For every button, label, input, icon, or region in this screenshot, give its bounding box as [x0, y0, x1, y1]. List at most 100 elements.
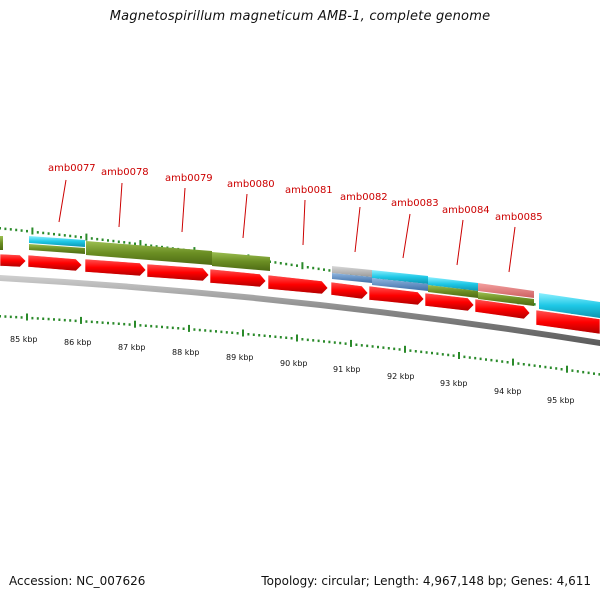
cog-bar-cyan-4 [539, 293, 600, 318]
minor-tick [517, 362, 520, 365]
minor-tick [576, 370, 579, 373]
major-tick [242, 329, 244, 337]
cog-bar-grey-1 [332, 266, 372, 277]
minor-tick [144, 324, 147, 327]
minor-tick [63, 318, 66, 322]
cog-bar-cyan-1 [29, 236, 85, 247]
minor-tick [414, 350, 417, 353]
gene-label-amb0084[interactable]: amb0084 [442, 205, 490, 216]
minor-tick [328, 340, 331, 344]
minor-tick [123, 322, 126, 326]
ruler-label: 92 kbp [387, 372, 415, 381]
cds-arrow [424, 292, 475, 312]
minor-tick [63, 234, 66, 237]
cds-arrow [0, 253, 27, 268]
minor-tick [269, 335, 271, 338]
gene-label-amb0080[interactable]: amb0080 [227, 179, 275, 190]
cog-bar-olive-0 [0, 236, 3, 250]
minor-tick [204, 329, 207, 332]
minor-tick [549, 366, 552, 369]
minor-tick [452, 354, 455, 357]
gene-label-amb0082[interactable]: amb0082 [340, 192, 388, 203]
minor-tick [506, 361, 509, 364]
major-tick [404, 345, 406, 353]
minor-tick [355, 343, 358, 346]
minor-tick [323, 268, 325, 271]
minor-tick [15, 315, 18, 319]
gene-leader-line [456, 219, 464, 266]
ruler-label: 88 kbp [172, 348, 200, 357]
minor-tick [247, 333, 250, 336]
minor-tick [128, 241, 131, 245]
minor-tick [533, 364, 536, 367]
gene-label-amb0081[interactable]: amb0081 [285, 185, 333, 196]
minor-tick [123, 241, 126, 244]
minor-tick [393, 347, 396, 351]
ruler-label: 89 kbp [226, 353, 254, 362]
minor-tick [9, 228, 12, 231]
minor-tick [150, 324, 153, 328]
minor-tick [274, 335, 277, 338]
minor-tick [4, 227, 7, 231]
minor-tick [150, 244, 153, 247]
cog-bar-blue-2 [372, 278, 428, 291]
ruler-label: 85 kbp [10, 335, 38, 344]
gene-label-amb0085[interactable]: amb0085 [495, 212, 543, 223]
gene-label-amb0077[interactable]: amb0077 [48, 163, 96, 174]
gene-label-amb0079[interactable]: amb0079 [165, 173, 213, 184]
minor-tick [539, 365, 541, 368]
minor-tick [80, 236, 82, 239]
minor-tick [53, 232, 55, 236]
minor-tick [36, 231, 39, 234]
minor-tick [9, 315, 12, 319]
ruler-label: 93 kbp [440, 379, 468, 388]
minor-tick [587, 371, 590, 375]
minor-tick [215, 330, 217, 333]
minor-tick [409, 349, 412, 352]
minor-tick [96, 321, 99, 324]
minor-tick [344, 342, 347, 345]
minor-tick [279, 336, 282, 339]
gene-label-amb0083[interactable]: amb0083 [391, 198, 439, 209]
gene-leader-line [508, 226, 516, 273]
cds-arrow [535, 309, 600, 335]
cds-arrow [27, 254, 83, 272]
minor-tick [312, 266, 315, 270]
minor-tick [128, 323, 131, 326]
minor-tick [468, 356, 471, 359]
major-tick [512, 358, 514, 366]
gene-leader-line [58, 179, 67, 223]
minor-tick [431, 351, 433, 355]
minor-tick [236, 332, 239, 335]
minor-tick [69, 234, 72, 238]
minor-tick [101, 238, 104, 241]
minor-tick [58, 318, 61, 321]
minor-tick [85, 320, 88, 323]
cds-arrow [209, 268, 267, 288]
cds-arrow [330, 281, 369, 300]
minor-tick [371, 345, 374, 348]
gene-leader-line [354, 206, 361, 253]
major-tick [301, 262, 304, 270]
minor-tick [441, 353, 444, 356]
cog-bar-olive-2 [86, 241, 212, 265]
minor-tick [528, 363, 531, 367]
minor-tick [47, 317, 50, 321]
minor-tick [274, 261, 277, 264]
minor-tick [42, 231, 45, 235]
minor-tick [290, 337, 293, 340]
gene-leader-line [402, 213, 411, 259]
major-tick [566, 365, 568, 373]
major-tick [26, 313, 28, 321]
minor-tick [382, 346, 385, 349]
minor-tick [15, 228, 18, 232]
minor-tick [198, 328, 201, 332]
minor-tick [193, 328, 196, 331]
minor-tick [155, 325, 158, 328]
gene-label-amb0078[interactable]: amb0078 [101, 167, 149, 178]
minor-tick [544, 365, 547, 369]
major-tick [85, 233, 88, 241]
major-tick [80, 316, 82, 324]
minor-tick [53, 318, 55, 321]
cog-bar-olive-3 [212, 252, 270, 271]
